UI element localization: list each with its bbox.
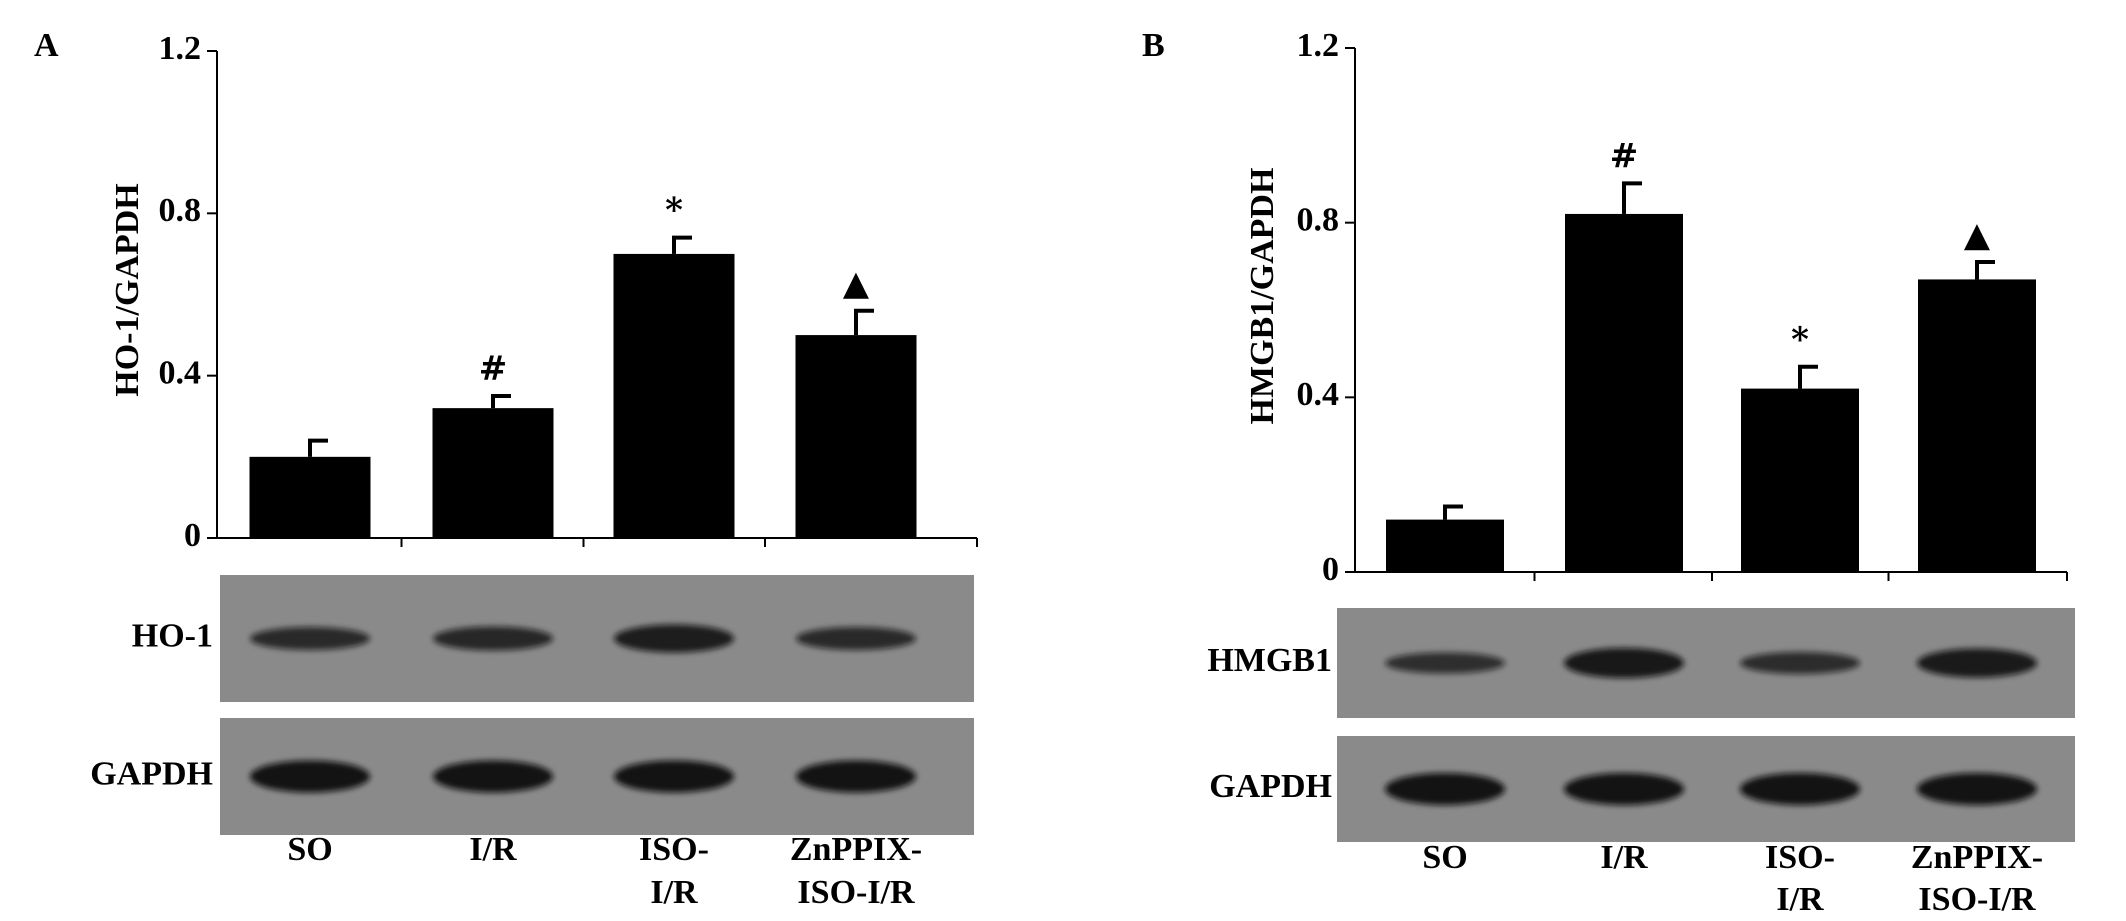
y-tick-label: 1.2 [159, 30, 202, 67]
x-tick-label: ISO- [1765, 839, 1835, 876]
x-tick-label: ISO- [639, 831, 709, 868]
x-tick-label: ISO-I/R [1918, 881, 2036, 918]
blot-band [1385, 773, 1505, 805]
annotation: * [665, 191, 683, 231]
annotation: ▲ [843, 264, 870, 304]
x-tick-label: SO [1422, 839, 1467, 876]
blot-band [250, 627, 370, 650]
y-tick-label: 1.2 [1297, 27, 1340, 64]
bar [249, 456, 371, 538]
blot-band [1564, 648, 1684, 678]
bar [613, 253, 735, 538]
y-tick-label: 0.4 [159, 354, 202, 391]
blot-band [250, 760, 370, 793]
blot-band [1385, 652, 1505, 674]
blot-band [1917, 773, 2037, 805]
y-tick-label: 0.4 [1297, 376, 1340, 413]
x-tick-label: I/R [469, 831, 517, 868]
annotation: # [1610, 136, 1639, 176]
y-tick-label: 0 [1322, 551, 1339, 588]
y-axis-label: HO-1/GAPDH [109, 183, 146, 396]
blot-label: HMGB1 [1207, 642, 1332, 679]
x-tick-label: I/R [650, 874, 698, 911]
x-tick-label: ZnPPIX- [790, 831, 922, 868]
blot-band [1740, 652, 1860, 674]
blot-label: GAPDH [90, 755, 213, 792]
bar [432, 408, 554, 538]
bar [795, 335, 917, 538]
bar [1918, 279, 2036, 572]
panel-label: B [1142, 27, 1165, 64]
blot-band [1740, 773, 1860, 805]
bar [1386, 519, 1504, 572]
x-tick-label: ZnPPIX- [1911, 839, 2043, 876]
blot-band [796, 760, 916, 793]
bar [1565, 213, 1683, 572]
bar [1741, 388, 1859, 572]
y-axis-label: HMGB1/GAPDH [1244, 168, 1281, 425]
annotation: ▲ [1964, 215, 1991, 255]
blot-band [433, 626, 553, 651]
annotation: # [479, 349, 508, 389]
annotation: * [1791, 320, 1809, 360]
x-tick-label: I/R [1600, 839, 1648, 876]
panel-label: A [34, 27, 59, 64]
y-tick-label: 0 [184, 517, 201, 554]
blot-band [796, 627, 916, 650]
blot-band [433, 760, 553, 793]
blot-label: GAPDH [1209, 768, 1332, 805]
blot-band [1564, 773, 1684, 805]
x-tick-label: SO [287, 831, 332, 868]
blot-band [1917, 648, 2037, 678]
y-tick-label: 0.8 [159, 192, 202, 229]
x-tick-label: ISO-I/R [797, 874, 915, 911]
blot-label: HO-1 [132, 617, 213, 654]
blot-band [614, 624, 734, 653]
y-tick-label: 0.8 [1297, 201, 1340, 238]
x-tick-label: I/R [1776, 881, 1824, 918]
blot-band [614, 760, 734, 793]
